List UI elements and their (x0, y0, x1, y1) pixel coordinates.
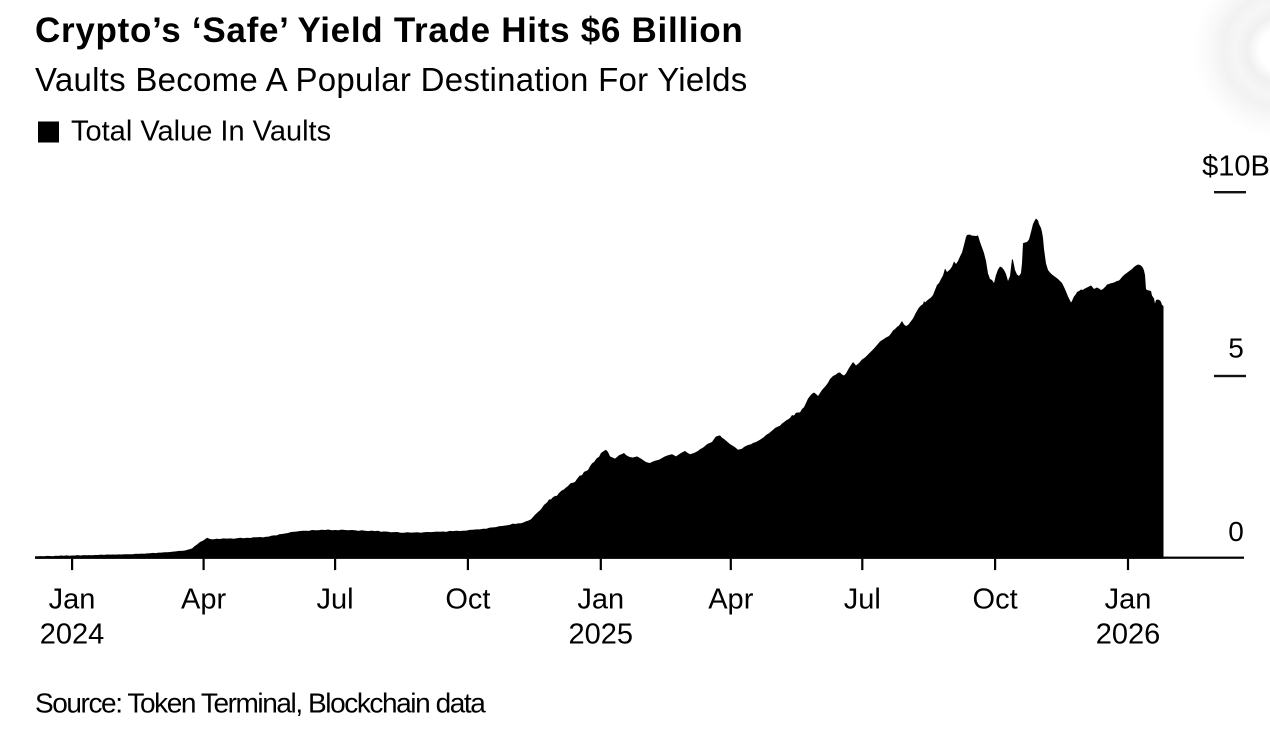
svg-text:2024: 2024 (40, 619, 105, 651)
svg-text:Crypto’s ‘Safe’ Yield Trade Hi: Crypto’s ‘Safe’ Yield Trade Hits $6 Bill… (35, 11, 744, 50)
svg-text:Jan: Jan (1105, 584, 1152, 616)
svg-text:Source: Token Terminal, Blockc: Source: Token Terminal, Blockchain data (35, 688, 486, 719)
svg-text:Jan: Jan (577, 584, 624, 616)
svg-text:Jul: Jul (317, 584, 354, 616)
svg-text:Total Value In Vaults: Total Value In Vaults (71, 116, 331, 148)
svg-text:Oct: Oct (445, 584, 490, 616)
svg-text:Vaults Become A Popular Destin: Vaults Become A Popular Destination For … (35, 61, 748, 98)
svg-text:Jan: Jan (49, 584, 96, 616)
svg-text:Apr: Apr (708, 584, 753, 616)
svg-text:0: 0 (1228, 516, 1244, 547)
svg-text:2026: 2026 (1096, 619, 1161, 651)
svg-text:5: 5 (1228, 333, 1244, 364)
svg-text:Apr: Apr (181, 584, 226, 616)
svg-text:2025: 2025 (569, 619, 634, 651)
svg-text:Jul: Jul (844, 584, 881, 616)
svg-text:Oct: Oct (973, 584, 1018, 616)
svg-text:$10B: $10B (1202, 151, 1270, 183)
